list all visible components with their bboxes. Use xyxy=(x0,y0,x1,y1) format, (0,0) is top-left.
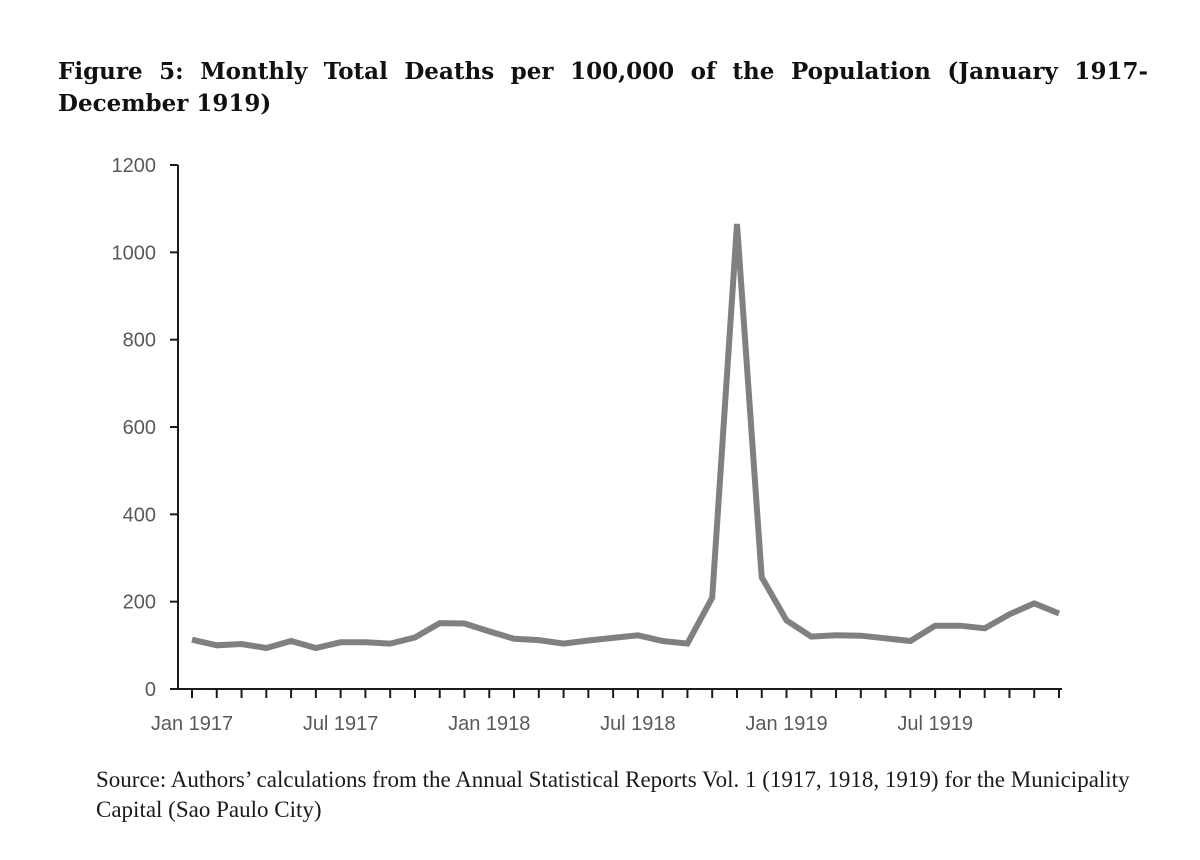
data-point xyxy=(635,632,641,638)
data-point xyxy=(486,628,492,634)
x-tick-label: Jul 1919 xyxy=(897,713,973,735)
data-point xyxy=(759,574,765,580)
data-point xyxy=(784,617,790,623)
data-point xyxy=(833,632,839,638)
data-point xyxy=(585,638,591,644)
data-point xyxy=(511,636,517,642)
data-point xyxy=(412,634,418,640)
y-tick-label: 1000 xyxy=(112,242,157,264)
figure-source-note: Source: Authors’ calculations from the A… xyxy=(96,767,1130,822)
data-point xyxy=(982,625,988,631)
y-tick-label: 200 xyxy=(123,592,156,614)
data-point xyxy=(808,634,814,640)
data-point xyxy=(313,645,319,651)
data-point xyxy=(387,641,393,647)
data-point xyxy=(338,639,344,645)
y-tick-label: 400 xyxy=(123,504,156,526)
data-point xyxy=(709,595,715,601)
data-point xyxy=(610,635,616,641)
data-point xyxy=(684,641,690,647)
y-tick-label: 1200 xyxy=(112,155,157,177)
figure-title: Figure 5: Monthly Total Deaths per 100,0… xyxy=(58,58,1148,117)
data-point xyxy=(461,621,467,627)
x-tick-label: Jul 1917 xyxy=(303,713,379,735)
data-point xyxy=(263,645,269,651)
data-point xyxy=(858,633,864,639)
series-group xyxy=(189,221,1062,652)
y-tick-label: 800 xyxy=(123,330,156,352)
data-point xyxy=(660,638,666,644)
y-axis: 0 200 400 600 800 1000 1200 xyxy=(112,155,179,701)
data-point xyxy=(1006,611,1012,617)
x-tick-label: Jan 1918 xyxy=(448,713,530,735)
data-point xyxy=(907,638,913,644)
data-point xyxy=(1056,610,1062,616)
data-point xyxy=(932,623,938,629)
data-point xyxy=(1031,600,1037,606)
series-line xyxy=(191,223,1061,652)
data-point xyxy=(288,638,294,644)
data-point xyxy=(362,639,368,645)
data-point xyxy=(437,620,443,626)
data-point xyxy=(536,637,542,643)
data-point xyxy=(957,623,963,629)
x-tick-label: Jul 1918 xyxy=(600,713,676,735)
data-point xyxy=(561,641,567,647)
data-point xyxy=(189,637,195,643)
x-tick-label: Jan 1919 xyxy=(745,713,827,735)
data-point xyxy=(214,642,220,648)
x-axis: Jan 1917 Jul 1917 Jan 1918 Jul 1918 Jan 1919… xyxy=(151,688,1062,735)
data-point xyxy=(734,221,740,227)
x-tick-label: Jan 1917 xyxy=(151,713,233,735)
y-tick-label: 0 xyxy=(145,679,156,701)
y-tick-label: 600 xyxy=(123,417,156,439)
data-point xyxy=(883,635,889,641)
data-point xyxy=(239,641,245,647)
